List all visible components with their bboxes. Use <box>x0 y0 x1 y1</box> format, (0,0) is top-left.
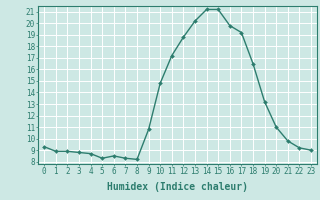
X-axis label: Humidex (Indice chaleur): Humidex (Indice chaleur) <box>107 182 248 192</box>
